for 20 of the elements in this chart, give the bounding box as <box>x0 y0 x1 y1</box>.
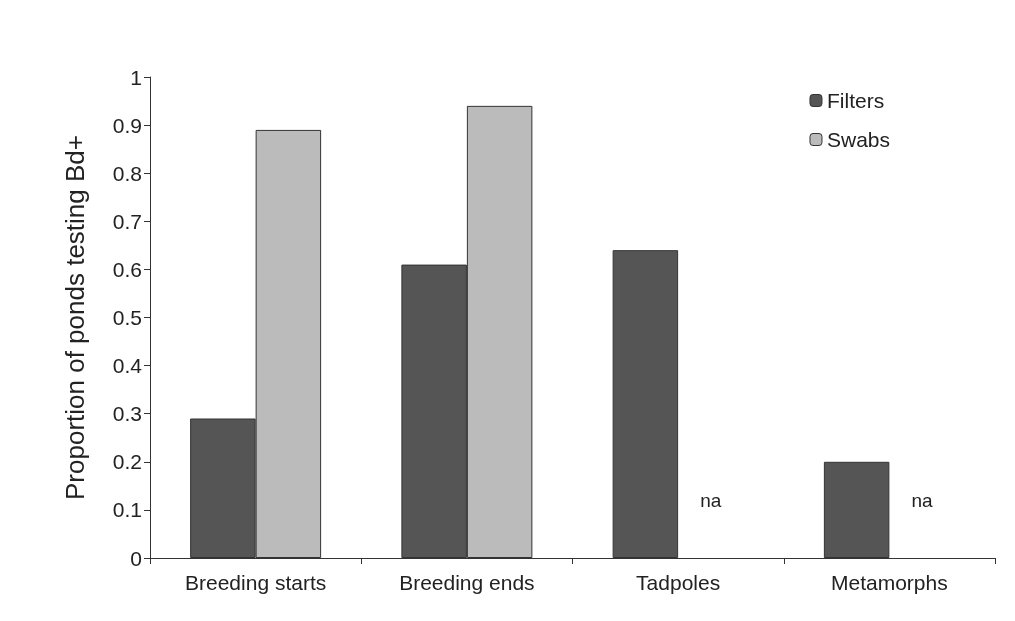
y-axis-title: Proportion of ponds testing Bd+ <box>60 135 90 500</box>
y-tick-label: 0.5 <box>112 306 142 329</box>
annotation: na <box>911 489 934 511</box>
y-tick-label: 0.7 <box>112 209 142 233</box>
y-tick-label: 0.2 <box>112 450 142 474</box>
x-tick-label: Metamorphs <box>831 571 948 594</box>
y-tick-label: 1 <box>130 65 142 89</box>
y-tick-label: 0.8 <box>112 161 142 185</box>
y-tick-label: 0.3 <box>112 402 142 426</box>
x-tick-label: Breeding ends <box>399 571 535 594</box>
x-tick-label: Tadpoles <box>636 571 721 594</box>
y-tick-label: 0.9 <box>112 113 142 137</box>
annotation: na <box>700 489 722 511</box>
legend-label: Filters <box>826 89 885 112</box>
legend-label: Swabs <box>826 128 890 151</box>
y-tick-label: 0 <box>130 546 142 570</box>
y-tick-label: 0.6 <box>112 257 142 281</box>
x-tick-label: Breeding starts <box>185 571 327 594</box>
y-tick-label: 0.4 <box>112 354 143 378</box>
y-tick-label: 0.1 <box>112 498 142 522</box>
